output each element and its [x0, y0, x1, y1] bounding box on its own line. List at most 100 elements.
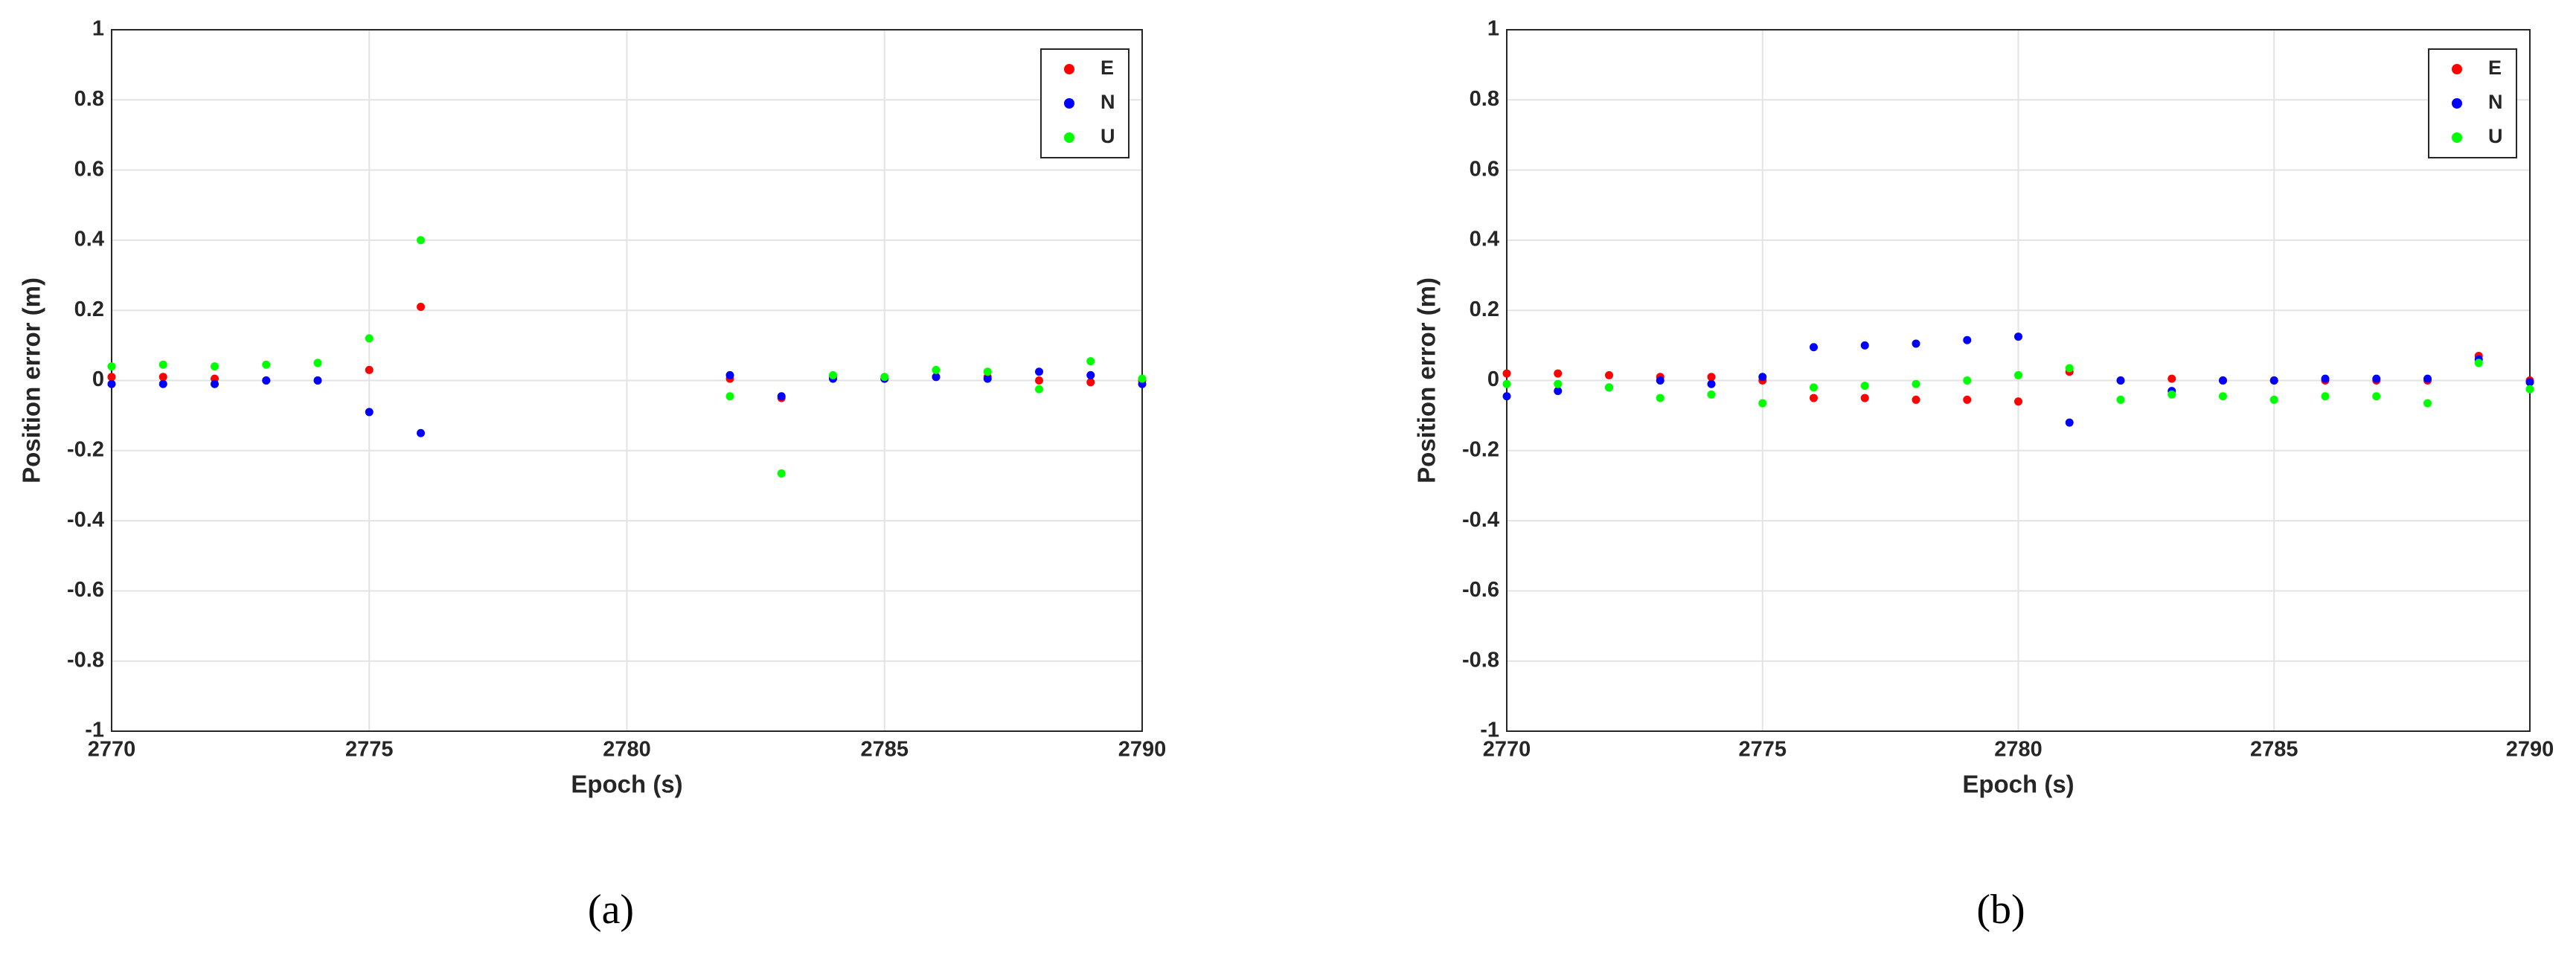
data-point: [1963, 395, 1972, 404]
x-axis-label: Epoch (s): [571, 771, 682, 798]
y-tick-label: -1: [85, 719, 104, 742]
legend-label: E: [1100, 57, 1114, 79]
y-tick-label: 0.6: [1470, 157, 1499, 181]
x-tick-label: 2790: [2506, 738, 2554, 762]
data-point: [158, 373, 167, 382]
data-point: [1810, 383, 1818, 392]
data-point: [1707, 379, 1716, 388]
data-point: [2525, 378, 2534, 387]
y-tick-label: -0.2: [1462, 437, 1499, 461]
legend-marker: [1064, 64, 1074, 74]
data-point: [777, 469, 786, 478]
data-point: [1086, 370, 1095, 379]
data-point: [2269, 376, 2278, 385]
data-point: [2168, 374, 2176, 383]
data-point: [1502, 369, 1511, 378]
y-tick-label: -0.8: [1462, 648, 1499, 672]
data-point: [1860, 382, 1869, 391]
data-point: [1912, 379, 1920, 388]
data-point: [829, 370, 837, 379]
data-point: [2321, 392, 2330, 401]
y-axis-label: Position error (m): [1413, 277, 1441, 483]
legend-label: U: [1100, 125, 1115, 147]
data-point: [2423, 374, 2432, 383]
data-point: [262, 360, 271, 369]
y-axis-label: Position error (m): [18, 277, 45, 483]
x-tick-label: 2780: [603, 738, 651, 762]
data-point: [262, 376, 271, 385]
data-point: [365, 334, 374, 343]
data-point: [932, 373, 941, 382]
data-point: [2372, 392, 2381, 401]
chart: -1 -0.8 -0.6 -0.4 -0.2 0 0.2 0.4 0.6 0.8 1 2770 2775…: [18, 17, 1167, 933]
y-tick-label: -1: [1480, 719, 1499, 742]
data-point: [107, 379, 116, 388]
data-point: [2219, 392, 2227, 401]
x-tick-label: 2785: [860, 738, 909, 762]
data-point: [1963, 335, 1972, 344]
data-point: [1656, 393, 1665, 402]
x-tick-label: 2780: [1994, 738, 2042, 762]
data-point: [1502, 392, 1511, 401]
y-tick-label: 0.2: [74, 298, 104, 321]
x-axis-label: Epoch (s): [1962, 771, 2074, 798]
data-point: [725, 392, 734, 401]
y-tick-label: -0.6: [1462, 578, 1499, 602]
data-point: [313, 359, 322, 367]
data-point: [365, 408, 374, 417]
x-tick-label: 2770: [88, 738, 136, 762]
data-point: [2269, 395, 2278, 404]
x-tick-label: 2775: [345, 738, 394, 762]
data-point: [1963, 376, 1972, 385]
data-point: [2014, 397, 2022, 406]
data-point: [983, 374, 992, 383]
data-point: [1035, 385, 1043, 393]
data-point: [1086, 378, 1095, 387]
y-tick-label: 0.4: [1470, 228, 1499, 251]
data-point: [2014, 370, 2022, 379]
data-point: [2065, 418, 2074, 427]
data-point: [1912, 395, 1920, 404]
legend-label: E: [2488, 57, 2502, 79]
data-point: [2372, 374, 2381, 383]
legend-box: [1040, 48, 1130, 158]
data-point: [107, 362, 116, 371]
y-tick-label: 0.2: [1470, 298, 1499, 321]
data-point: [158, 360, 167, 369]
legend-marker: [2452, 132, 2462, 143]
data-point: [1502, 379, 1511, 388]
x-tick-label: 2785: [2250, 738, 2298, 762]
y-tick-label: -0.6: [67, 578, 104, 602]
y-tick-label: 0: [92, 367, 104, 391]
data-point: [2116, 395, 2125, 404]
data-point: [1810, 343, 1818, 352]
y-tick-label: 1: [92, 17, 104, 41]
legend-box: [2428, 48, 2517, 158]
x-tick-label: 2790: [1118, 738, 1167, 762]
data-point: [1707, 390, 1716, 399]
data-point: [1860, 341, 1869, 350]
data-point: [1656, 376, 1665, 385]
x-tick-label: 2770: [1483, 738, 1531, 762]
legend-marker: [1064, 98, 1074, 109]
y-tick-label: -0.2: [67, 437, 104, 461]
data-point: [1605, 370, 1613, 379]
x-tick-label: 2775: [1738, 738, 1787, 762]
data-point: [365, 365, 374, 374]
y-tick-label: 0.8: [1470, 87, 1499, 111]
data-point: [1810, 393, 1818, 402]
data-point: [2014, 332, 2022, 341]
legend-marker: [2452, 64, 2462, 74]
y-tick-label: -0.4: [1462, 508, 1499, 532]
y-tick-label: 0: [1487, 367, 1499, 391]
y-tick-label: -0.8: [67, 648, 104, 672]
legend-label: U: [2488, 125, 2503, 147]
y-tick-label: 0.6: [74, 157, 104, 181]
data-point: [2423, 399, 2432, 408]
data-point: [2525, 385, 2534, 393]
y-tick-label: 1: [1487, 17, 1499, 41]
data-point: [1086, 357, 1095, 366]
data-point: [417, 236, 425, 245]
data-point: [777, 392, 786, 401]
